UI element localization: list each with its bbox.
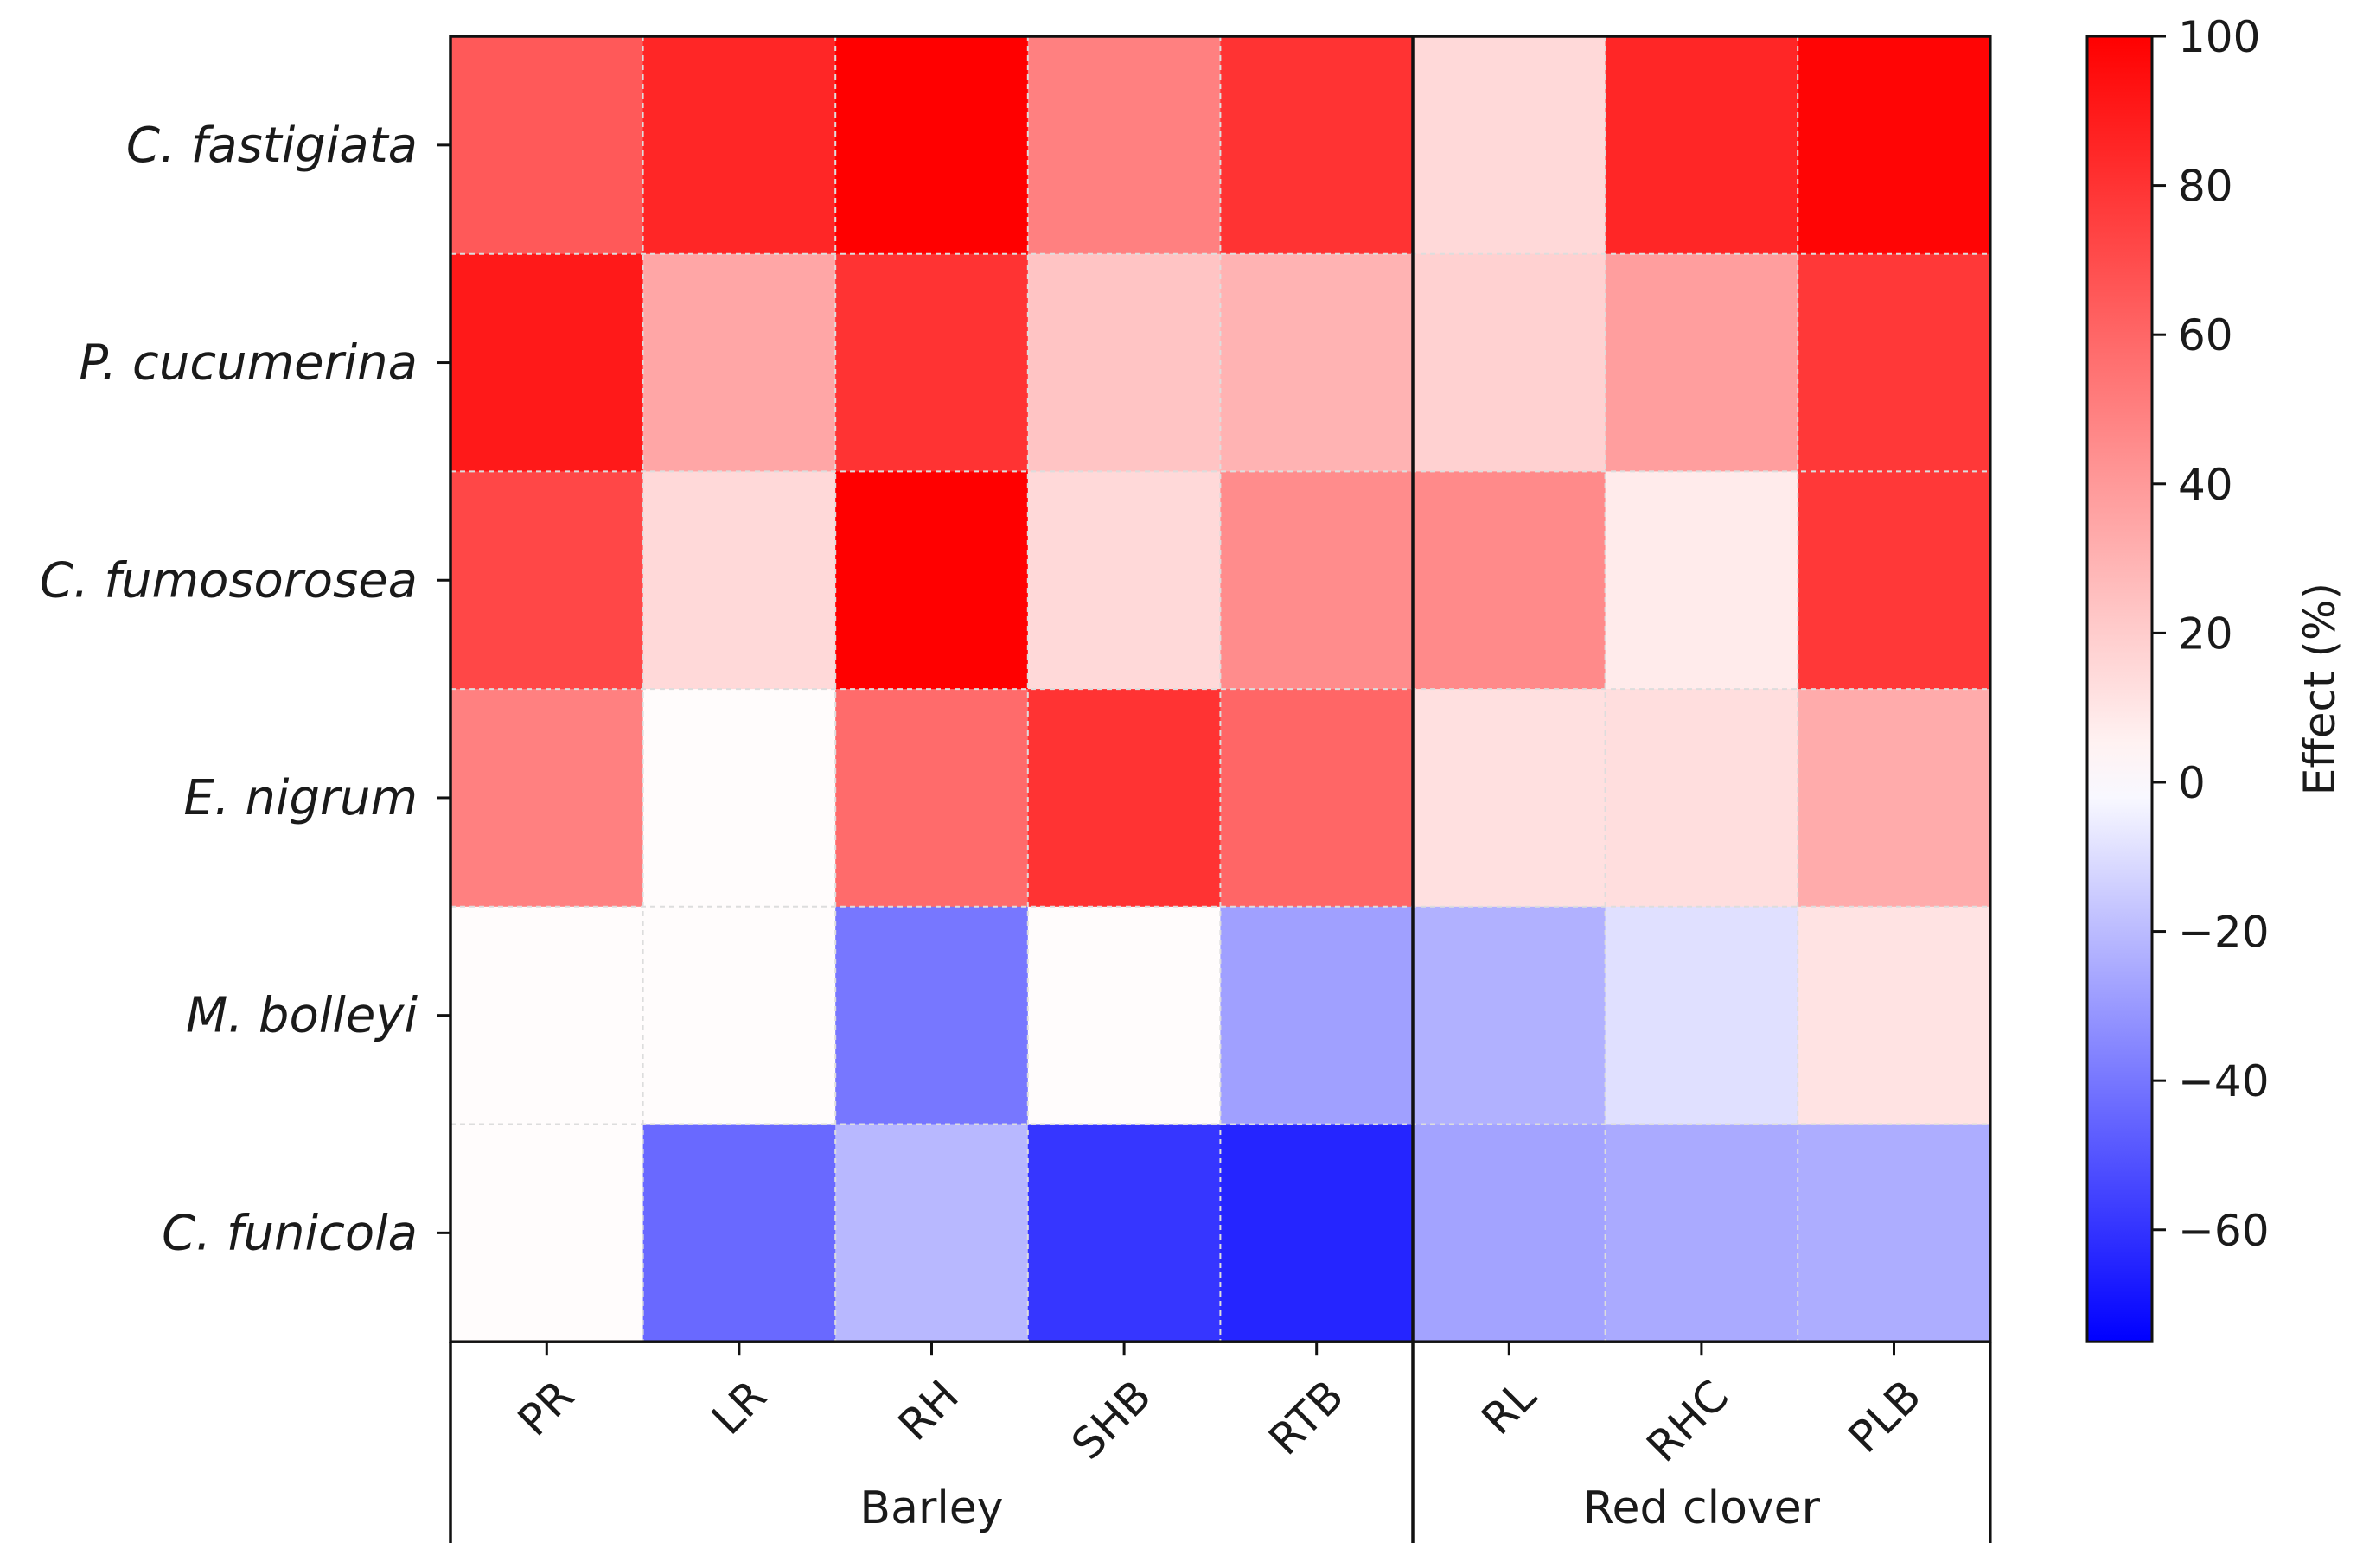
row-label: P. cucumerina <box>79 335 418 392</box>
heatmap-cell <box>1027 906 1221 1125</box>
colorbar-tick-label: 60 <box>2178 310 2233 360</box>
heatmap-cell <box>1798 253 1991 472</box>
column-label: SHB <box>1062 1371 1160 1469</box>
colorbar-tick-label: −20 <box>2178 908 2270 958</box>
heatmap-cell <box>835 689 1029 908</box>
colorbar-tick-label: 20 <box>2178 609 2233 659</box>
heatmap-cell <box>642 253 836 472</box>
heatmap-cell <box>1220 253 1414 472</box>
column-label: PR <box>508 1371 584 1446</box>
heatmap-cell <box>1220 471 1414 690</box>
column-label: LR <box>702 1371 776 1444</box>
heatmap-cell <box>835 36 1029 255</box>
heatmap-cell <box>642 36 836 255</box>
heatmap-cell <box>1798 1124 1991 1342</box>
heatmap-cell <box>642 1124 836 1342</box>
column-label: RHC <box>1638 1371 1739 1472</box>
row-label: C. fastigiata <box>126 118 418 174</box>
colorbar-tick-label: 80 <box>2178 162 2233 212</box>
heatmap-cell <box>835 1124 1029 1342</box>
heatmap-cell <box>1027 36 1221 255</box>
heatmap-cell <box>1413 1124 1606 1342</box>
heatmap-cell <box>1220 36 1414 255</box>
heatmap-cell <box>1027 689 1221 908</box>
heatmap-cell <box>1413 906 1606 1125</box>
heatmap-cell <box>1413 36 1606 255</box>
heatmap-cell <box>1605 906 1798 1125</box>
column-label: RL <box>1472 1371 1546 1444</box>
heatmap-cell <box>1027 1124 1221 1342</box>
column-label: PLB <box>1839 1371 1931 1463</box>
heatmap-cell <box>1413 471 1606 690</box>
heatmap-cell <box>1220 906 1414 1125</box>
column-label: RTB <box>1259 1371 1353 1465</box>
row-label: C. funicola <box>162 1205 418 1261</box>
group-label: Barley <box>859 1482 1003 1534</box>
heatmap-cell <box>450 906 644 1125</box>
heatmap-cell <box>1605 1124 1798 1342</box>
heatmap-cell <box>1220 689 1414 908</box>
heatmap-cell <box>1605 471 1798 690</box>
heatmap-cell <box>835 471 1029 690</box>
plot-frame <box>449 35 1992 1343</box>
colorbar-tick-label: −40 <box>2178 1056 2270 1106</box>
colorbar-tick-label: −60 <box>2178 1206 2270 1256</box>
heatmap-cell <box>1027 471 1221 690</box>
heatmap-cell <box>1413 689 1606 908</box>
colorbar-tick-label: 0 <box>2178 758 2206 808</box>
row-label: M. bolleyi <box>186 988 418 1044</box>
heatmap-cell <box>1798 689 1991 908</box>
heatmap-cell <box>1220 1124 1414 1342</box>
heatmap-cell <box>835 906 1029 1125</box>
colorbar-label: Effect (%) <box>2295 583 2345 795</box>
heatmap-cell <box>1605 36 1798 255</box>
heatmap-cell <box>1413 253 1606 472</box>
heatmap-cell <box>642 471 836 690</box>
group-label: Red clover <box>1583 1482 1821 1534</box>
heatmap-cell <box>1798 471 1991 690</box>
heatmap-cell <box>835 253 1029 472</box>
heatmap-cell <box>450 689 644 908</box>
colorbar <box>2085 35 2154 1343</box>
colorbar-tick-label: 100 <box>2178 12 2260 62</box>
heatmap-cell <box>642 906 836 1125</box>
heatmap-cell <box>450 1124 644 1342</box>
heatmap-cell <box>1605 689 1798 908</box>
heatmap-cell <box>1027 253 1221 472</box>
heatmap-cell <box>450 36 644 255</box>
colorbar-tick-label: 40 <box>2178 460 2233 510</box>
row-label: C. fumosorosea <box>40 552 418 609</box>
heatmap-cell <box>450 253 644 472</box>
heatmap-cell <box>1798 36 1991 255</box>
row-label: E. nigrum <box>183 770 418 826</box>
heatmap-cell <box>1605 253 1798 472</box>
heatmap-cell <box>1798 906 1991 1125</box>
heatmap-cell <box>450 471 644 690</box>
column-label: RH <box>889 1371 968 1450</box>
heatmap-cell <box>642 689 836 908</box>
